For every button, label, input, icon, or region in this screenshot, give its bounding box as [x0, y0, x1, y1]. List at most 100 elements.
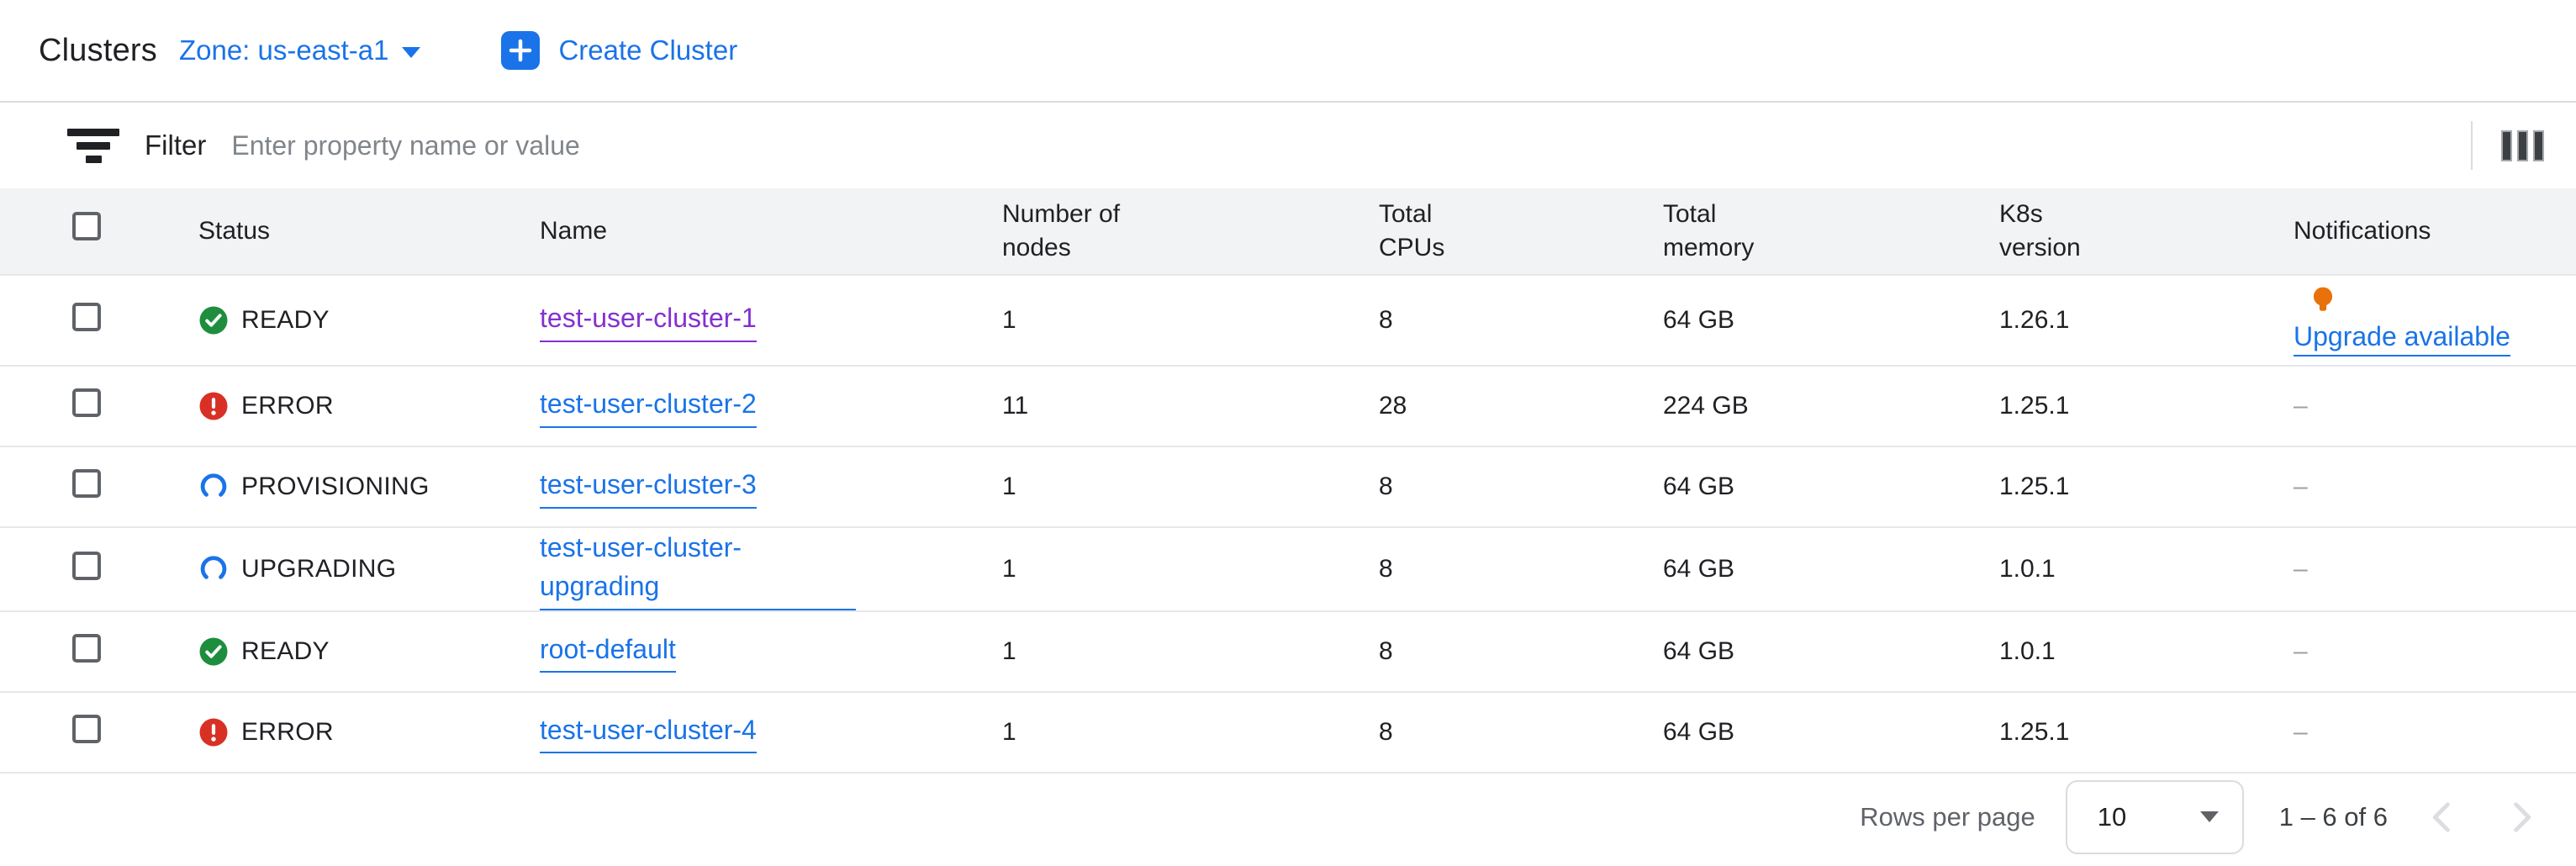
cpus-value: 8 — [1379, 554, 1393, 583]
pagination-bar: Rows per page 10 1 – 6 of 6 — [0, 774, 2576, 861]
column-header-name: Name — [540, 216, 608, 245]
status-icon — [198, 472, 229, 502]
select-all-checkbox[interactable] — [72, 212, 101, 241]
nodes-value: 1 — [1002, 473, 1016, 500]
chevron-down-icon — [402, 46, 421, 58]
rows-per-page-select[interactable]: 10 — [2065, 779, 2244, 854]
memory-value: 64 GB — [1663, 473, 1735, 500]
cluster-name-link[interactable]: root-default — [540, 630, 676, 673]
name-cell: test-user-cluster-3 — [540, 465, 1002, 509]
column-header-nodes: Number of nodes — [1002, 199, 1121, 262]
row-checkbox[interactable] — [72, 469, 101, 498]
nodes-value: 1 — [1002, 636, 1016, 665]
notifications-cell: – — [2294, 710, 2576, 755]
empty-notification-dash: – — [2294, 636, 2308, 665]
table-row: PROVISIONING test-user-cluster-3 1 8 64 … — [0, 447, 2576, 528]
empty-notification-dash: – — [2294, 717, 2308, 746]
cluster-name-link[interactable]: test-user-cluster-upgrading — [540, 528, 856, 610]
table-row: READY test-user-cluster-1 1 8 64 GB 1.26… — [0, 276, 2576, 367]
memory-value: 64 GB — [1663, 306, 1735, 334]
filter-label: Filter — [145, 129, 207, 161]
upgrade-available-link[interactable]: Upgrade available — [2294, 321, 2510, 356]
row-checkbox-cell — [72, 633, 198, 669]
column-header-notifications: Notifications — [2294, 216, 2431, 245]
filter-bar: Filter — [0, 103, 2576, 188]
chevron-down-icon — [2199, 811, 2219, 823]
k8s-version-value: 1.25.1 — [1999, 392, 2070, 420]
page-header: Clusters Zone: us-east-a1 Create Cluster — [0, 0, 2576, 103]
lightbulb-icon — [2307, 284, 2339, 319]
status-cell: READY — [198, 305, 540, 335]
row-checkbox-cell — [72, 551, 198, 587]
status-label: UPGRADING — [241, 554, 397, 583]
clusters-table: Status Name Number of nodes Total CPUs T… — [0, 188, 2576, 774]
k8s-version-value: 1.26.1 — [1999, 306, 2070, 334]
create-cluster-button[interactable]: Create Cluster — [501, 31, 737, 70]
row-checkbox[interactable] — [72, 303, 101, 331]
name-cell: test-user-cluster-1 — [540, 298, 1002, 342]
pager-controls — [2421, 795, 2542, 839]
notifications-cell: Upgrade available — [2294, 276, 2576, 365]
row-checkbox-cell — [72, 388, 198, 424]
status-icon — [198, 554, 229, 584]
status-icon — [198, 717, 229, 747]
column-header-status: Status — [198, 216, 271, 245]
cluster-name-link[interactable]: test-user-cluster-4 — [540, 710, 757, 754]
table-row: READY root-default 1 8 64 GB 1.0.1 – — [0, 611, 2576, 693]
nodes-value: 1 — [1002, 306, 1016, 334]
k8s-version-value: 1.0.1 — [1999, 636, 2056, 665]
memory-value: 224 GB — [1663, 392, 1749, 420]
status-cell: UPGRADING — [198, 554, 540, 584]
row-checkbox-cell — [72, 469, 198, 504]
filter-icon[interactable] — [67, 128, 119, 163]
column-header-cpus: Total CPUs — [1379, 199, 1445, 262]
rows-per-page-value: 10 — [2097, 801, 2127, 832]
notifications-cell: – — [2294, 464, 2576, 510]
divider — [2471, 121, 2473, 170]
k8s-version-value: 1.25.1 — [1999, 473, 2070, 500]
cpus-value: 8 — [1379, 306, 1393, 334]
row-checkbox[interactable] — [72, 714, 101, 743]
filter-input[interactable] — [231, 129, 2471, 161]
table-row: UPGRADING test-user-cluster-upgrading 1 … — [0, 528, 2576, 612]
next-page-button[interactable] — [2499, 795, 2542, 839]
rows-per-page-label: Rows per page — [1860, 801, 2035, 832]
row-checkbox-cell — [72, 714, 198, 750]
column-header-memory: Total memory — [1663, 199, 1755, 262]
row-checkbox[interactable] — [72, 633, 101, 663]
k8s-version-value: 1.25.1 — [1999, 717, 2070, 746]
cluster-name-link[interactable]: test-user-cluster-2 — [540, 384, 757, 428]
column-display-options-button[interactable] — [2498, 127, 2547, 165]
cluster-name-link[interactable]: test-user-cluster-3 — [540, 465, 757, 509]
row-checkbox[interactable] — [72, 551, 101, 580]
status-label: READY — [241, 306, 330, 334]
row-checkbox[interactable] — [72, 388, 101, 417]
row-checkbox-cell — [72, 303, 198, 338]
empty-notification-dash: – — [2294, 392, 2308, 420]
status-label: PROVISIONING — [241, 473, 430, 500]
cpus-value: 8 — [1379, 636, 1393, 665]
name-cell: root-default — [540, 630, 1002, 673]
k8s-version-value: 1.0.1 — [1999, 554, 2056, 583]
memory-value: 64 GB — [1663, 554, 1735, 583]
status-cell: ERROR — [198, 717, 540, 747]
status-label: READY — [241, 636, 330, 665]
notifications-cell: – — [2294, 629, 2576, 674]
nodes-value: 11 — [1002, 392, 1029, 420]
zone-selector-label: Zone: us-east-a1 — [178, 34, 389, 66]
previous-page-button[interactable] — [2421, 795, 2465, 839]
name-cell: test-user-cluster-4 — [540, 710, 1002, 754]
status-cell: ERROR — [198, 391, 540, 421]
cluster-name-link[interactable]: test-user-cluster-1 — [540, 298, 757, 342]
table-body: READY test-user-cluster-1 1 8 64 GB 1.26… — [0, 276, 2576, 774]
status-icon — [198, 305, 229, 335]
page-title: Clusters — [39, 32, 157, 68]
memory-value: 64 GB — [1663, 636, 1735, 665]
cpus-value: 8 — [1379, 473, 1393, 500]
status-cell: READY — [198, 636, 540, 667]
table-header-row: Status Name Number of nodes Total CPUs T… — [0, 188, 2576, 276]
status-icon — [198, 391, 229, 421]
zone-selector[interactable]: Zone: us-east-a1 — [178, 34, 421, 66]
notifications-cell: – — [2294, 547, 2576, 592]
